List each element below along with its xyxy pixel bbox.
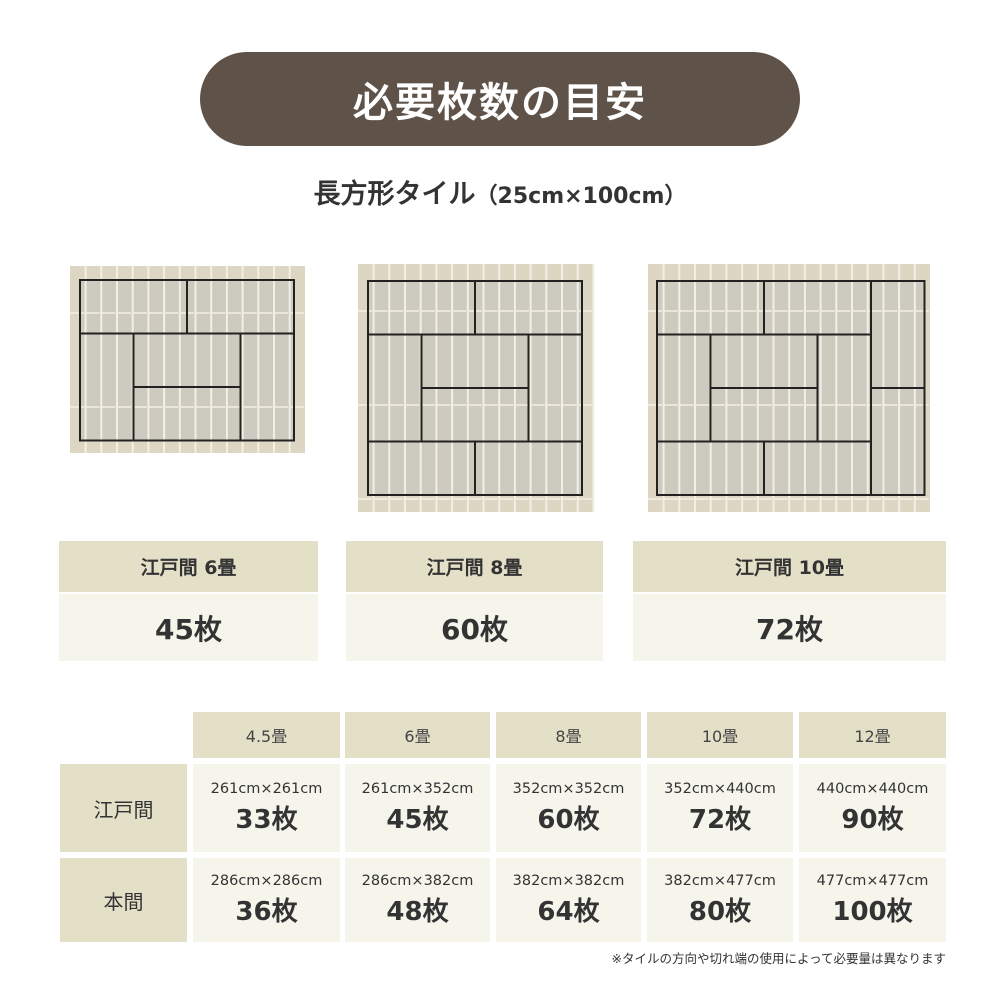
room-size: 440cm×440cm (816, 780, 929, 797)
table-cell: 382cm×382cm 64枚 (496, 858, 641, 942)
subtitle-dims: （25cm×100cm） (475, 184, 687, 209)
diagram-8 (358, 264, 595, 512)
table-cell: 477cm×477cm 100枚 (799, 858, 946, 942)
tile-count: 48枚 (386, 896, 449, 927)
tile-count: 45枚 (386, 804, 449, 835)
room-size: 261cm×352cm (361, 780, 474, 797)
table-cell: 261cm×352cm 45枚 (345, 764, 490, 852)
room-size: 286cm×286cm (210, 872, 323, 889)
tile-count: 90枚 (841, 804, 904, 835)
card-count-6: 45枚 (59, 594, 318, 661)
tatami-diagrams (70, 264, 930, 512)
room-size: 382cm×382cm (512, 872, 625, 889)
card-label-10: 江戸間 10畳 (633, 541, 946, 592)
room-size: 352cm×440cm (664, 780, 776, 797)
table-cell: 286cm×286cm 36枚 (193, 858, 340, 942)
room-size: 382cm×477cm (664, 872, 776, 889)
row-header: 本間 (60, 858, 187, 942)
page-title: 必要枚数の目安 (200, 52, 800, 146)
table-cell: 382cm×477cm 80枚 (647, 858, 793, 942)
table-cell: 286cm×382cm 48枚 (345, 858, 490, 942)
table-cell: 261cm×261cm 33枚 (193, 764, 340, 852)
subtitle-main: 長方形タイル (313, 179, 476, 210)
tile-count: 36枚 (235, 896, 298, 927)
diagram-6 (70, 266, 305, 453)
room-size: 261cm×261cm (210, 780, 323, 797)
column-header: 6畳 (345, 712, 490, 758)
column-header: 4.5畳 (193, 712, 340, 758)
tatami-mat (239, 332, 295, 442)
card-label-8: 江戸間 8畳 (346, 541, 603, 592)
card-label-6: 江戸間 6畳 (59, 541, 318, 592)
footnote: ※タイルの方向や切れ端の使用によって必要量は異なります (611, 951, 946, 966)
tatami-mat (763, 440, 872, 496)
subtitle: 長方形タイル（25cm×100cm） (0, 172, 1000, 211)
tile-count: 33枚 (235, 804, 298, 835)
diagram-10 (648, 264, 930, 512)
column-header: 8畳 (496, 712, 641, 758)
card-count-10: 72枚 (633, 594, 946, 661)
tile-count: 80枚 (688, 896, 752, 927)
tile-count: 60枚 (537, 804, 600, 835)
column-header: 10畳 (647, 712, 793, 758)
room-size: 286cm×382cm (361, 872, 474, 889)
row-header: 江戸間 (60, 764, 187, 852)
tile-count: 64枚 (537, 896, 600, 927)
card-count-8: 60枚 (346, 594, 603, 661)
tatami-mat (474, 440, 583, 496)
table-cell: 352cm×440cm 72枚 (647, 764, 793, 852)
column-header: 12畳 (799, 712, 946, 758)
table-cell: 352cm×352cm 60枚 (496, 764, 641, 852)
tile-count: 100枚 (832, 896, 913, 927)
table-cell: 440cm×440cm 90枚 (799, 764, 946, 852)
room-size: 352cm×352cm (512, 780, 625, 797)
tile-count: 72枚 (688, 804, 752, 835)
room-size: 477cm×477cm (816, 872, 929, 889)
